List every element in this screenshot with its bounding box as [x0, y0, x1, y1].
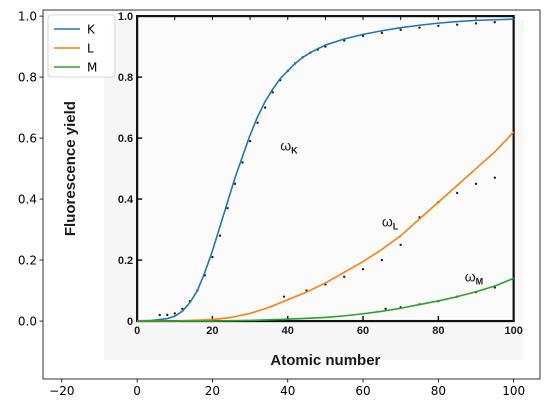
scan-dot [418, 26, 421, 29]
legend-label-k: K [87, 23, 96, 37]
scan-curve-label: ωK [280, 137, 298, 155]
scan-dot [263, 106, 267, 109]
scan-dot [384, 307, 387, 311]
scan-plot-frame [136, 14, 515, 323]
y-tick-label: 0.6 [18, 131, 37, 145]
scan-dot [399, 28, 402, 32]
scan-dot [248, 139, 252, 143]
scan-xlabel: Atomic number [270, 352, 380, 369]
x-tick-label: 40 [280, 384, 295, 398]
scan-dot [437, 24, 440, 28]
axis-ticks: −20 0 20 40 60 80 100 0.0 0.2 0.4 0.6 0.8 1.0 [18, 9, 525, 398]
scan-dot [493, 20, 497, 24]
legend-box [47, 14, 116, 78]
scan-ytick-label: 0.6 [118, 133, 133, 145]
scan-dot [455, 191, 459, 195]
scan-dot [474, 182, 478, 186]
y-tick-label: 0.4 [18, 192, 37, 206]
scanned-figure-background: 0 20 40 60 80 100 0 0.2 0.4 0.6 0.8 1.0 Atomic numbe… [62, 11, 524, 369]
x-tick-label: 60 [355, 384, 370, 398]
legend: KLM [47, 14, 116, 78]
scan-curve-label: ωL [382, 214, 399, 232]
x-tick-label: 100 [502, 384, 525, 398]
scan-dot [241, 161, 244, 164]
scan-ytick-label: 1.0 [118, 11, 133, 23]
scan-xtick-label: 100 [504, 325, 522, 337]
scan-dot [474, 22, 478, 25]
scan-xtick-label: 20 [206, 325, 218, 337]
x-tick-label: 20 [205, 384, 220, 398]
scan-curve-label: ωM [465, 268, 483, 286]
scan-ylabel: Fluorescence yield [62, 101, 79, 236]
scan-dot [455, 23, 459, 26]
scan-dot [256, 121, 259, 125]
y-tick-label: 0.0 [18, 314, 37, 328]
plotted-curves [137, 18, 515, 322]
scan-dot [158, 313, 161, 317]
scan-ytick-label: 0.2 [118, 255, 133, 267]
scan-xtick-label: 60 [357, 325, 369, 337]
scan-xtick-label: 0 [134, 325, 140, 337]
scan-dot [233, 182, 237, 186]
scan-ytick-label: 0.4 [118, 194, 134, 206]
y-tick-label: 1.0 [18, 9, 37, 23]
scan-dot [166, 313, 169, 317]
x-tick-label: −20 [49, 384, 74, 398]
axes-frame [42, 9, 541, 380]
scan-xtick-label: 40 [282, 325, 294, 337]
series-line-m [137, 277, 514, 322]
scan-ytick-label: 0 [127, 316, 133, 328]
scan-dotted-series [282, 176, 497, 298]
scan-dot [380, 258, 384, 262]
x-tick-label: 80 [431, 384, 446, 398]
legend-label-l: L [87, 42, 94, 56]
scan-ytick-label: 0.8 [118, 72, 133, 84]
scan-dot [361, 268, 365, 271]
scan-dot [380, 31, 384, 35]
y-tick-label: 0.8 [18, 70, 37, 84]
scan-xtick-label: 80 [432, 325, 444, 337]
x-tick-label: 0 [133, 384, 141, 398]
scan-dot [343, 275, 346, 279]
scan-dot [399, 243, 402, 247]
legend-label-m: M [87, 61, 97, 75]
series-line-l [137, 131, 515, 322]
scan-dot [282, 295, 286, 298]
scan-dot [173, 312, 176, 315]
scan-dot [218, 234, 222, 237]
scan-dot [211, 255, 214, 259]
scan-dot [493, 176, 497, 179]
y-tick-label: 0.2 [18, 253, 37, 267]
series-line-k [137, 18, 514, 322]
scan-dot [226, 207, 229, 210]
